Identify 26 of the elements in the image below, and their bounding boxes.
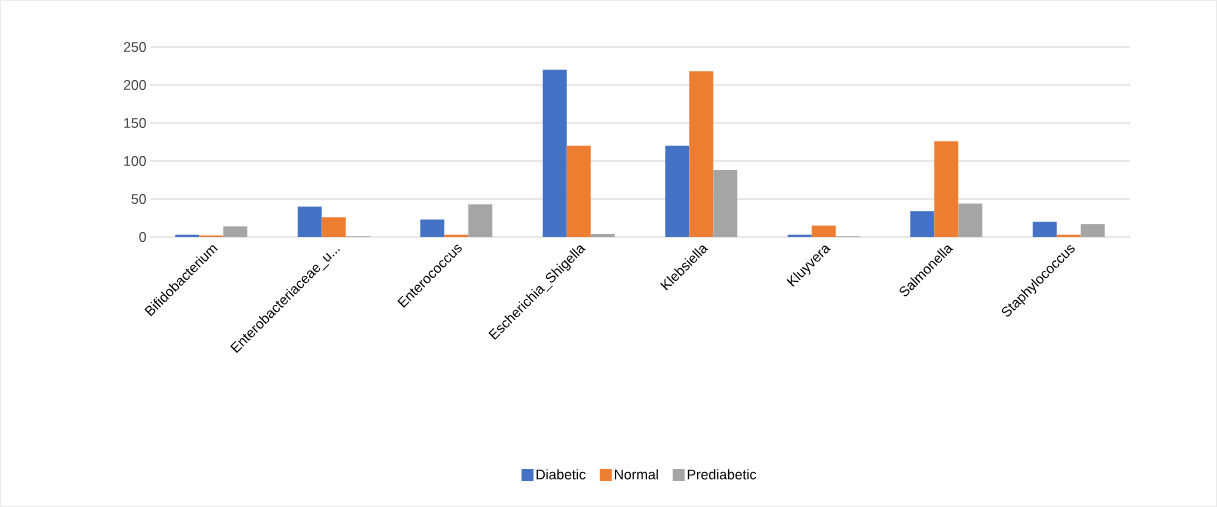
y-tick-label: 0 — [139, 232, 146, 242]
bar — [1032, 221, 1057, 237]
bar — [223, 226, 248, 237]
y-tick-label: 250 — [123, 42, 146, 52]
bar — [910, 211, 935, 237]
bar — [590, 233, 615, 237]
bar — [958, 203, 983, 237]
bar — [468, 204, 493, 237]
bar — [665, 145, 690, 237]
bar — [321, 217, 346, 237]
y-tick-label: 100 — [124, 156, 146, 166]
bar — [542, 69, 567, 237]
legend-label: Diabetic — [536, 469, 586, 480]
bar — [811, 225, 836, 237]
bar — [566, 145, 591, 237]
legend-label: Prediabetic — [687, 469, 757, 480]
bar — [420, 219, 445, 237]
bar — [713, 170, 738, 237]
bar — [1080, 224, 1105, 237]
legend-label: Normal — [614, 469, 658, 480]
bar — [297, 206, 322, 237]
bar — [934, 141, 959, 237]
y-tick-label: 200 — [123, 80, 146, 90]
y-tick-label: 50 — [131, 194, 146, 204]
y-tick-label: 150 — [124, 118, 146, 128]
bar — [689, 71, 714, 237]
